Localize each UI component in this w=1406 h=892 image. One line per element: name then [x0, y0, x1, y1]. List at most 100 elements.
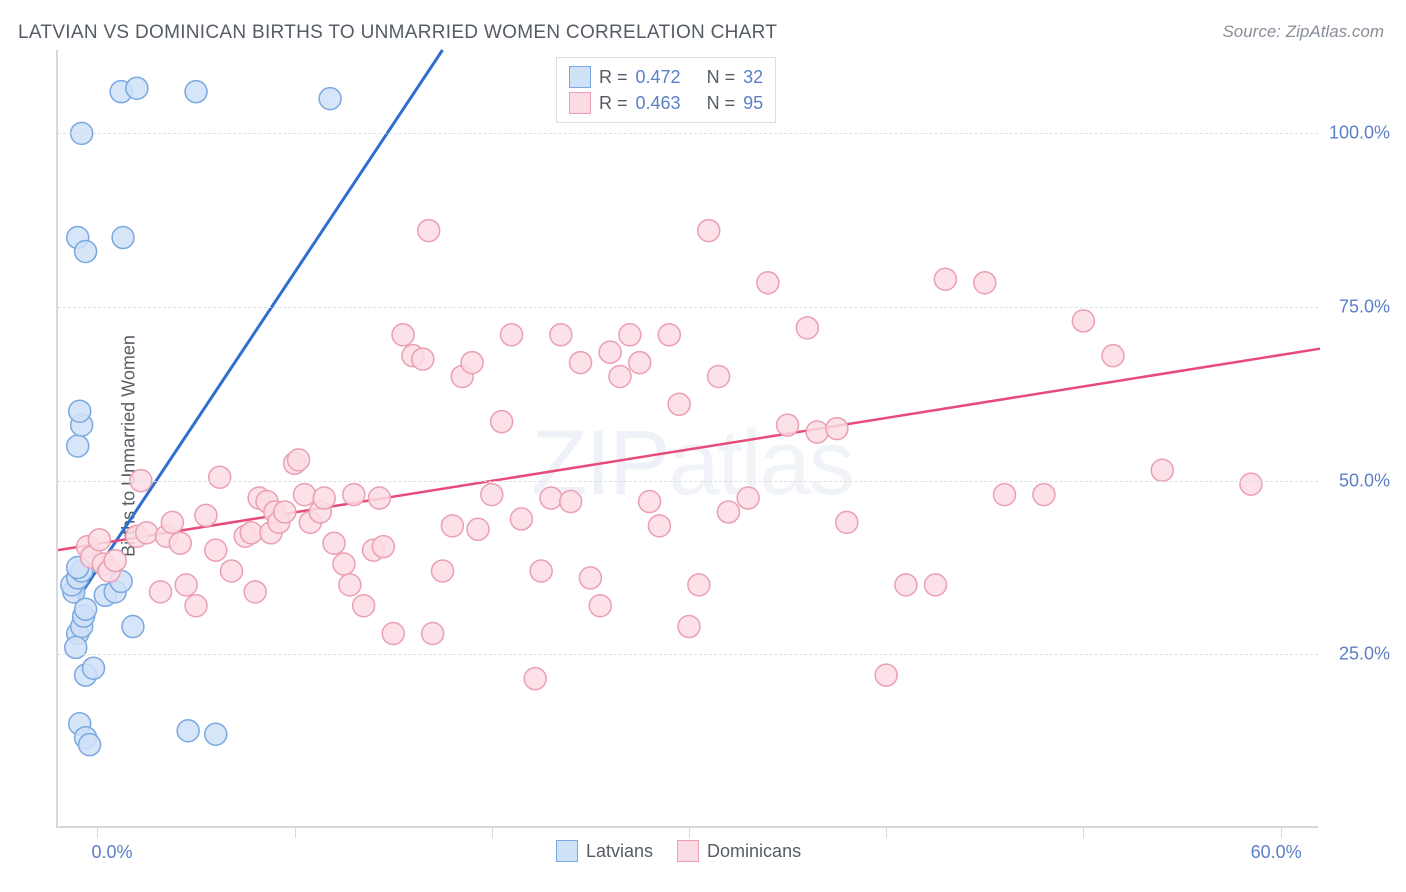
- dominicans-point: [240, 522, 262, 544]
- dominicans-point: [150, 581, 172, 603]
- x-tick: [689, 828, 690, 838]
- legend-label: Latvians: [586, 841, 653, 862]
- legend-item-latvians: Latvians: [556, 840, 653, 862]
- dominicans-point: [924, 574, 946, 596]
- stats-row-latvians: R =0.472N =32: [569, 64, 763, 90]
- dominicans-point: [560, 491, 582, 513]
- dominicans-point: [530, 560, 552, 582]
- latvians-point: [82, 657, 104, 679]
- dominicans-point: [639, 491, 661, 513]
- r-label: R =: [599, 93, 628, 114]
- dominicans-point: [717, 501, 739, 523]
- dominicans-point: [368, 487, 390, 509]
- dominicans-point: [185, 595, 207, 617]
- plot-area: ZIPatlas 25.0%50.0%75.0%100.0%0.0%60.0%: [56, 50, 1318, 828]
- dominicans-point: [619, 324, 641, 346]
- dominicans-point: [205, 539, 227, 561]
- latvians-point: [177, 720, 199, 742]
- dominicans-point: [1151, 459, 1173, 481]
- dominicans-point: [737, 487, 759, 509]
- dominicans-point: [589, 595, 611, 617]
- dominicans-point: [175, 574, 197, 596]
- chart-container: LATVIAN VS DOMINICAN BIRTHS TO UNMARRIED…: [0, 0, 1406, 892]
- latvians-trend-line: [78, 50, 443, 599]
- dominicans-point: [698, 220, 720, 242]
- dominicans-point: [161, 511, 183, 533]
- latvians-point: [185, 81, 207, 103]
- dominicans-point: [104, 550, 126, 572]
- y-tick-label: 50.0%: [1339, 470, 1390, 491]
- dominicans-point: [757, 272, 779, 294]
- dominicans-point: [88, 529, 110, 551]
- n-value: 95: [743, 93, 763, 114]
- dominicans-point: [209, 466, 231, 488]
- dominicans-point: [777, 414, 799, 436]
- stats-row-dominicans: R =0.463N =95: [569, 90, 763, 116]
- legend-swatch-latvians: [556, 840, 578, 862]
- series-legend: Latvians Dominicans: [556, 840, 801, 862]
- x-tick: [295, 828, 296, 838]
- dominicans-point: [392, 324, 414, 346]
- dominicans-point: [382, 623, 404, 645]
- dominicans-point: [1072, 310, 1094, 332]
- dominicans-point: [195, 504, 217, 526]
- x-tick: [492, 828, 493, 838]
- y-tick-label: 75.0%: [1339, 297, 1390, 318]
- dominicans-point: [333, 553, 355, 575]
- dominicans-point: [293, 484, 315, 506]
- dominicans-point: [806, 421, 828, 443]
- dominicans-point: [648, 515, 670, 537]
- latvians-point: [79, 734, 101, 756]
- dominicans-point: [339, 574, 361, 596]
- y-tick-label: 25.0%: [1339, 644, 1390, 665]
- dominicans-point: [353, 595, 375, 617]
- latvians-point: [205, 723, 227, 745]
- dominicans-point: [461, 352, 483, 374]
- dominicans-point: [994, 484, 1016, 506]
- gridline: [58, 481, 1318, 482]
- dominicans-point: [708, 365, 730, 387]
- dominicans-point: [524, 668, 546, 690]
- latvians-point: [122, 616, 144, 638]
- dominicans-point: [974, 272, 996, 294]
- dominicans-point: [1102, 345, 1124, 367]
- dominicans-point: [221, 560, 243, 582]
- latvians-point: [126, 77, 148, 99]
- dominicans-point: [343, 484, 365, 506]
- n-value: 32: [743, 67, 763, 88]
- r-value: 0.472: [636, 67, 681, 88]
- dominicans-point: [668, 393, 690, 415]
- dominicans-point: [570, 352, 592, 374]
- dominicans-point: [678, 616, 700, 638]
- stats-legend-box: R =0.472N =32R =0.463N =95: [556, 57, 776, 123]
- dominicans-point: [467, 518, 489, 540]
- legend-swatch-latvians: [569, 66, 591, 88]
- latvians-point: [319, 88, 341, 110]
- r-value: 0.463: [636, 93, 681, 114]
- dominicans-point: [895, 574, 917, 596]
- dominicans-point: [658, 324, 680, 346]
- dominicans-point: [540, 487, 562, 509]
- r-label: R =: [599, 67, 628, 88]
- x-tick: [886, 828, 887, 838]
- dominicans-point: [432, 560, 454, 582]
- dominicans-point: [510, 508, 532, 530]
- dominicans-point: [136, 522, 158, 544]
- dominicans-point: [412, 348, 434, 370]
- dominicans-point: [501, 324, 523, 346]
- chart-title: LATVIAN VS DOMINICAN BIRTHS TO UNMARRIED…: [18, 22, 777, 44]
- gridline: [58, 654, 1318, 655]
- legend-item-dominicans: Dominicans: [677, 840, 801, 862]
- x-tick: [97, 828, 98, 838]
- x-tick-label: 0.0%: [91, 842, 132, 863]
- dominicans-point: [836, 511, 858, 533]
- dominicans-point: [934, 268, 956, 290]
- latvians-point: [75, 240, 97, 262]
- dominicans-point: [169, 532, 191, 554]
- x-tick-label: 60.0%: [1251, 842, 1302, 863]
- latvians-point: [112, 227, 134, 249]
- dominicans-point: [323, 532, 345, 554]
- x-tick: [1281, 828, 1282, 838]
- dominicans-point: [274, 501, 296, 523]
- dominicans-point: [875, 664, 897, 686]
